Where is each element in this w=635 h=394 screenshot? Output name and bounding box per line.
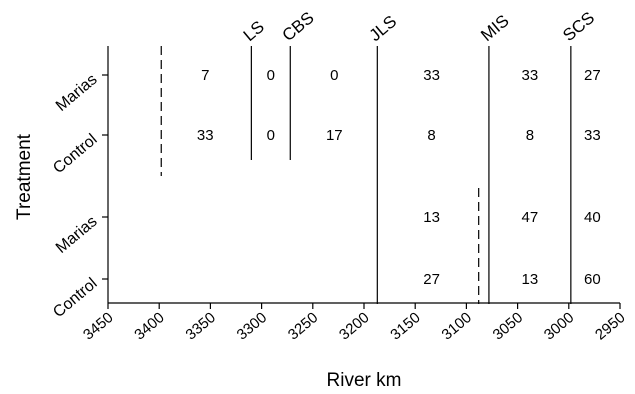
x-tick-label: 2950	[592, 309, 628, 343]
cell-value: 13	[423, 209, 440, 226]
x-tick-label: 3050	[490, 309, 526, 343]
row-label: Control	[50, 275, 100, 321]
cell-value: 0	[267, 67, 275, 84]
cell-value: 13	[522, 271, 539, 288]
cell-value: 33	[522, 67, 539, 84]
site-marker-label: MIS	[477, 11, 512, 45]
cell-value: 47	[522, 209, 539, 226]
cell-value: 60	[584, 271, 601, 288]
cell-value: 8	[526, 127, 534, 144]
axis-layer	[107, 46, 620, 304]
row-label-layer: Marias Control Marias Control	[50, 71, 108, 321]
tick-layer: 3450 3400 3350 3300 3250 3200 3150 3100 3050 3000…	[80, 303, 629, 344]
x-tick-label: 3150	[387, 309, 423, 343]
cell-value: 33	[423, 67, 440, 84]
cell-value: 40	[584, 209, 601, 226]
site-marker-label: CBS	[279, 8, 318, 45]
x-tick-label: 3450	[80, 309, 116, 343]
cell-value: 17	[326, 127, 343, 144]
x-tick-label: 3300	[234, 309, 270, 343]
cell-value: 8	[427, 127, 435, 144]
cell-value: 27	[584, 67, 601, 84]
x-tick-label: 3000	[541, 309, 577, 343]
x-axis-title: River km	[327, 370, 402, 391]
cell-layer: 7 0 0 33 33 27 33 0 17 8 8 33 13 47 40 27 13 60	[197, 67, 601, 288]
x-tick-label: 3350	[182, 309, 218, 343]
site-marker-label: LS	[240, 17, 268, 45]
cell-value: 33	[197, 127, 214, 144]
cell-value: 7	[201, 67, 209, 84]
cell-value: 27	[423, 271, 440, 288]
x-tick-label: 3250	[285, 309, 321, 343]
site-marker-label: SCS	[559, 8, 598, 45]
x-tick-label: 3400	[131, 309, 167, 343]
x-tick-label: 3200	[336, 309, 372, 343]
cell-value: 0	[267, 127, 275, 144]
cell-value: 0	[330, 67, 338, 84]
row-label: Control	[50, 131, 100, 177]
row-label: Marias	[53, 213, 101, 257]
site-marker-label: JLS	[366, 12, 401, 45]
marker-layer: LS CBS JLS MIS SCS	[160, 8, 598, 304]
y-axis-title: Treatment	[14, 133, 35, 220]
row-label: Marias	[53, 71, 101, 115]
x-tick-label: 3100	[438, 309, 474, 343]
cell-value: 33	[584, 127, 601, 144]
